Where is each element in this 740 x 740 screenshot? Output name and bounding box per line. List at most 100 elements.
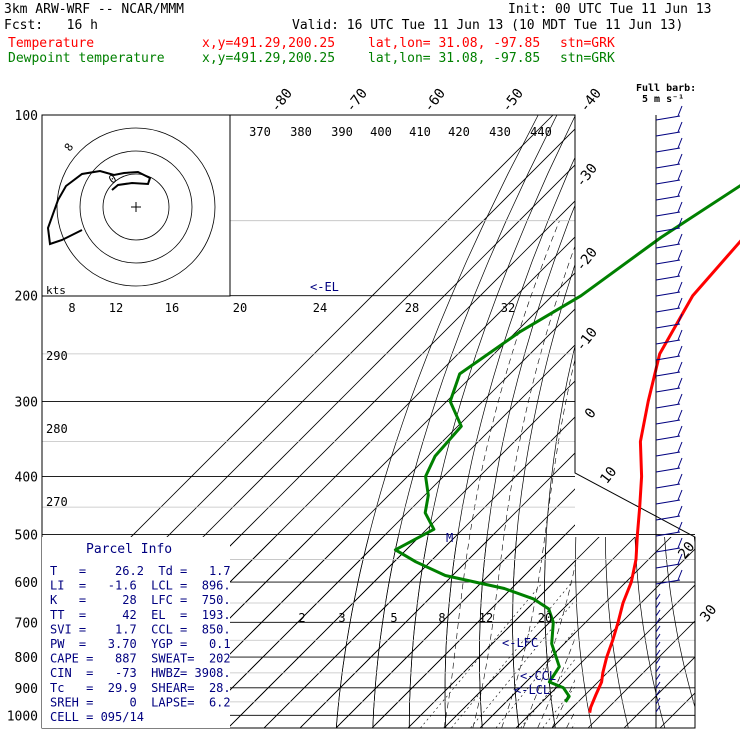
parcel-row: PW = 3.70 YGP = 0.1 [50, 637, 231, 651]
pressure-label-1000: 1000 [7, 709, 38, 724]
isotherm-line [696, 115, 740, 728]
wind-barb [677, 425, 683, 437]
hodograph-ring [56, 127, 216, 287]
wind-barb [677, 393, 683, 405]
dry-adiabat [444, 537, 458, 728]
theta-label: 420 [448, 125, 470, 139]
wind-barb [655, 681, 661, 689]
wind-barb [655, 323, 681, 329]
dry-adiabat [690, 115, 740, 728]
wind-barb [655, 211, 681, 217]
wind-barb [655, 147, 681, 153]
wind-barb [677, 537, 683, 549]
temperature-line [588, 239, 740, 713]
dry-adiabat [544, 537, 556, 728]
wind-barb [677, 441, 683, 453]
hodograph-speed-label: 8 [68, 301, 75, 315]
m-marker: M [446, 531, 453, 545]
wind-barb [655, 665, 661, 673]
barb-key-label: Full barb: [636, 83, 697, 94]
mixing-ratio-label: 5 [390, 611, 397, 625]
isotherm-line [371, 524, 575, 728]
legend-dewpoint-stn: stn=GRK [560, 51, 615, 66]
isotherm-label-top: -50 [499, 86, 527, 116]
theta-label: 390 [331, 125, 353, 139]
isotherm-line [551, 704, 575, 728]
forecast-hour: Fcst: 16 h [4, 18, 98, 33]
wind-barb [655, 355, 681, 361]
parcel-row: SREH = 0 LAPSE= 6.2 [50, 695, 231, 709]
parcel-row: K = 28 LFC = 750. [50, 593, 231, 607]
dry-adiabat [605, 115, 687, 728]
wind-barb [655, 531, 681, 537]
pressure-label-600: 600 [15, 576, 38, 591]
parcel-title: Parcel Info [86, 542, 172, 557]
wind-barb [655, 339, 681, 345]
wind-barb [677, 377, 683, 389]
wind-barb [677, 105, 683, 117]
mixing-ratio-label: 2 [298, 611, 305, 625]
wind-barb [655, 307, 681, 313]
hodograph-speed-label: 24 [313, 301, 327, 315]
parcel-row: Tc = 29.9 SHEAR= 28. [50, 681, 231, 695]
dry-adiabat [576, 115, 669, 728]
isotherm-line [227, 380, 575, 728]
wind-barb [677, 233, 683, 245]
isotherm-line [479, 537, 672, 728]
parcel-box [42, 537, 230, 728]
wind-barb [677, 201, 683, 213]
dry-adiabat [634, 537, 666, 728]
pressure-label-700: 700 [15, 616, 38, 631]
wind-barb [655, 467, 681, 473]
wind-barb [655, 609, 661, 617]
wind-barb [677, 553, 683, 565]
dry-adiabat [512, 537, 520, 728]
wind-barb [655, 689, 661, 697]
moist-adiabat [501, 358, 575, 728]
wind-barb [655, 243, 681, 249]
wind-barb [655, 515, 681, 521]
hodograph-ring [79, 150, 193, 264]
isotherm-line [551, 584, 695, 728]
pressure-label-500: 500 [15, 529, 38, 544]
pressure-label-400: 400 [15, 470, 38, 485]
isotherm-label-top: -70 [343, 86, 371, 116]
wind-barb [655, 563, 681, 569]
isotherm-line [299, 537, 492, 728]
wind-barb [655, 705, 661, 713]
moist-adiabat [566, 710, 575, 728]
dry-adiabat [716, 115, 740, 728]
mixing-ratio-label: 20 [538, 611, 552, 625]
isotherm-line [588, 115, 740, 728]
wind-barb [655, 291, 681, 297]
isotherm-line [191, 537, 384, 728]
theta-label-left: 280 [46, 422, 68, 436]
wind-barb [677, 313, 683, 325]
pressure-label-800: 800 [15, 651, 38, 666]
isotherm-line [624, 115, 740, 728]
hodograph-unit: kts [46, 284, 66, 297]
isotherm-label-right: 0 [582, 405, 600, 421]
mixing-ratio-label: 8 [438, 611, 445, 625]
isotherm-line [587, 620, 695, 728]
wind-barb [677, 361, 683, 373]
theta-label: 370 [249, 125, 271, 139]
wind-barb [655, 259, 681, 265]
parcel-row: CIN = -73 HWBZ= 3908. [50, 666, 231, 680]
wind-barb [655, 641, 661, 649]
model-title: 3km ARW-WRF -- NCAR/MMM [4, 2, 185, 17]
theta-label: 440 [530, 125, 552, 139]
hodograph-speed-label: 16 [165, 301, 179, 315]
wind-barb [677, 217, 683, 229]
wind-barb [677, 153, 683, 165]
theta-label-left: 270 [46, 495, 68, 509]
hodograph-speed-label: 32 [501, 301, 515, 315]
legend-temperature-label: Temperature [8, 36, 95, 51]
moist-adiabat [551, 679, 575, 728]
wind-barb [677, 169, 683, 181]
pressure-label-100: 100 [15, 109, 38, 124]
wind-barb [655, 131, 681, 137]
wind-barb [677, 137, 683, 149]
wind-barb [655, 499, 681, 505]
